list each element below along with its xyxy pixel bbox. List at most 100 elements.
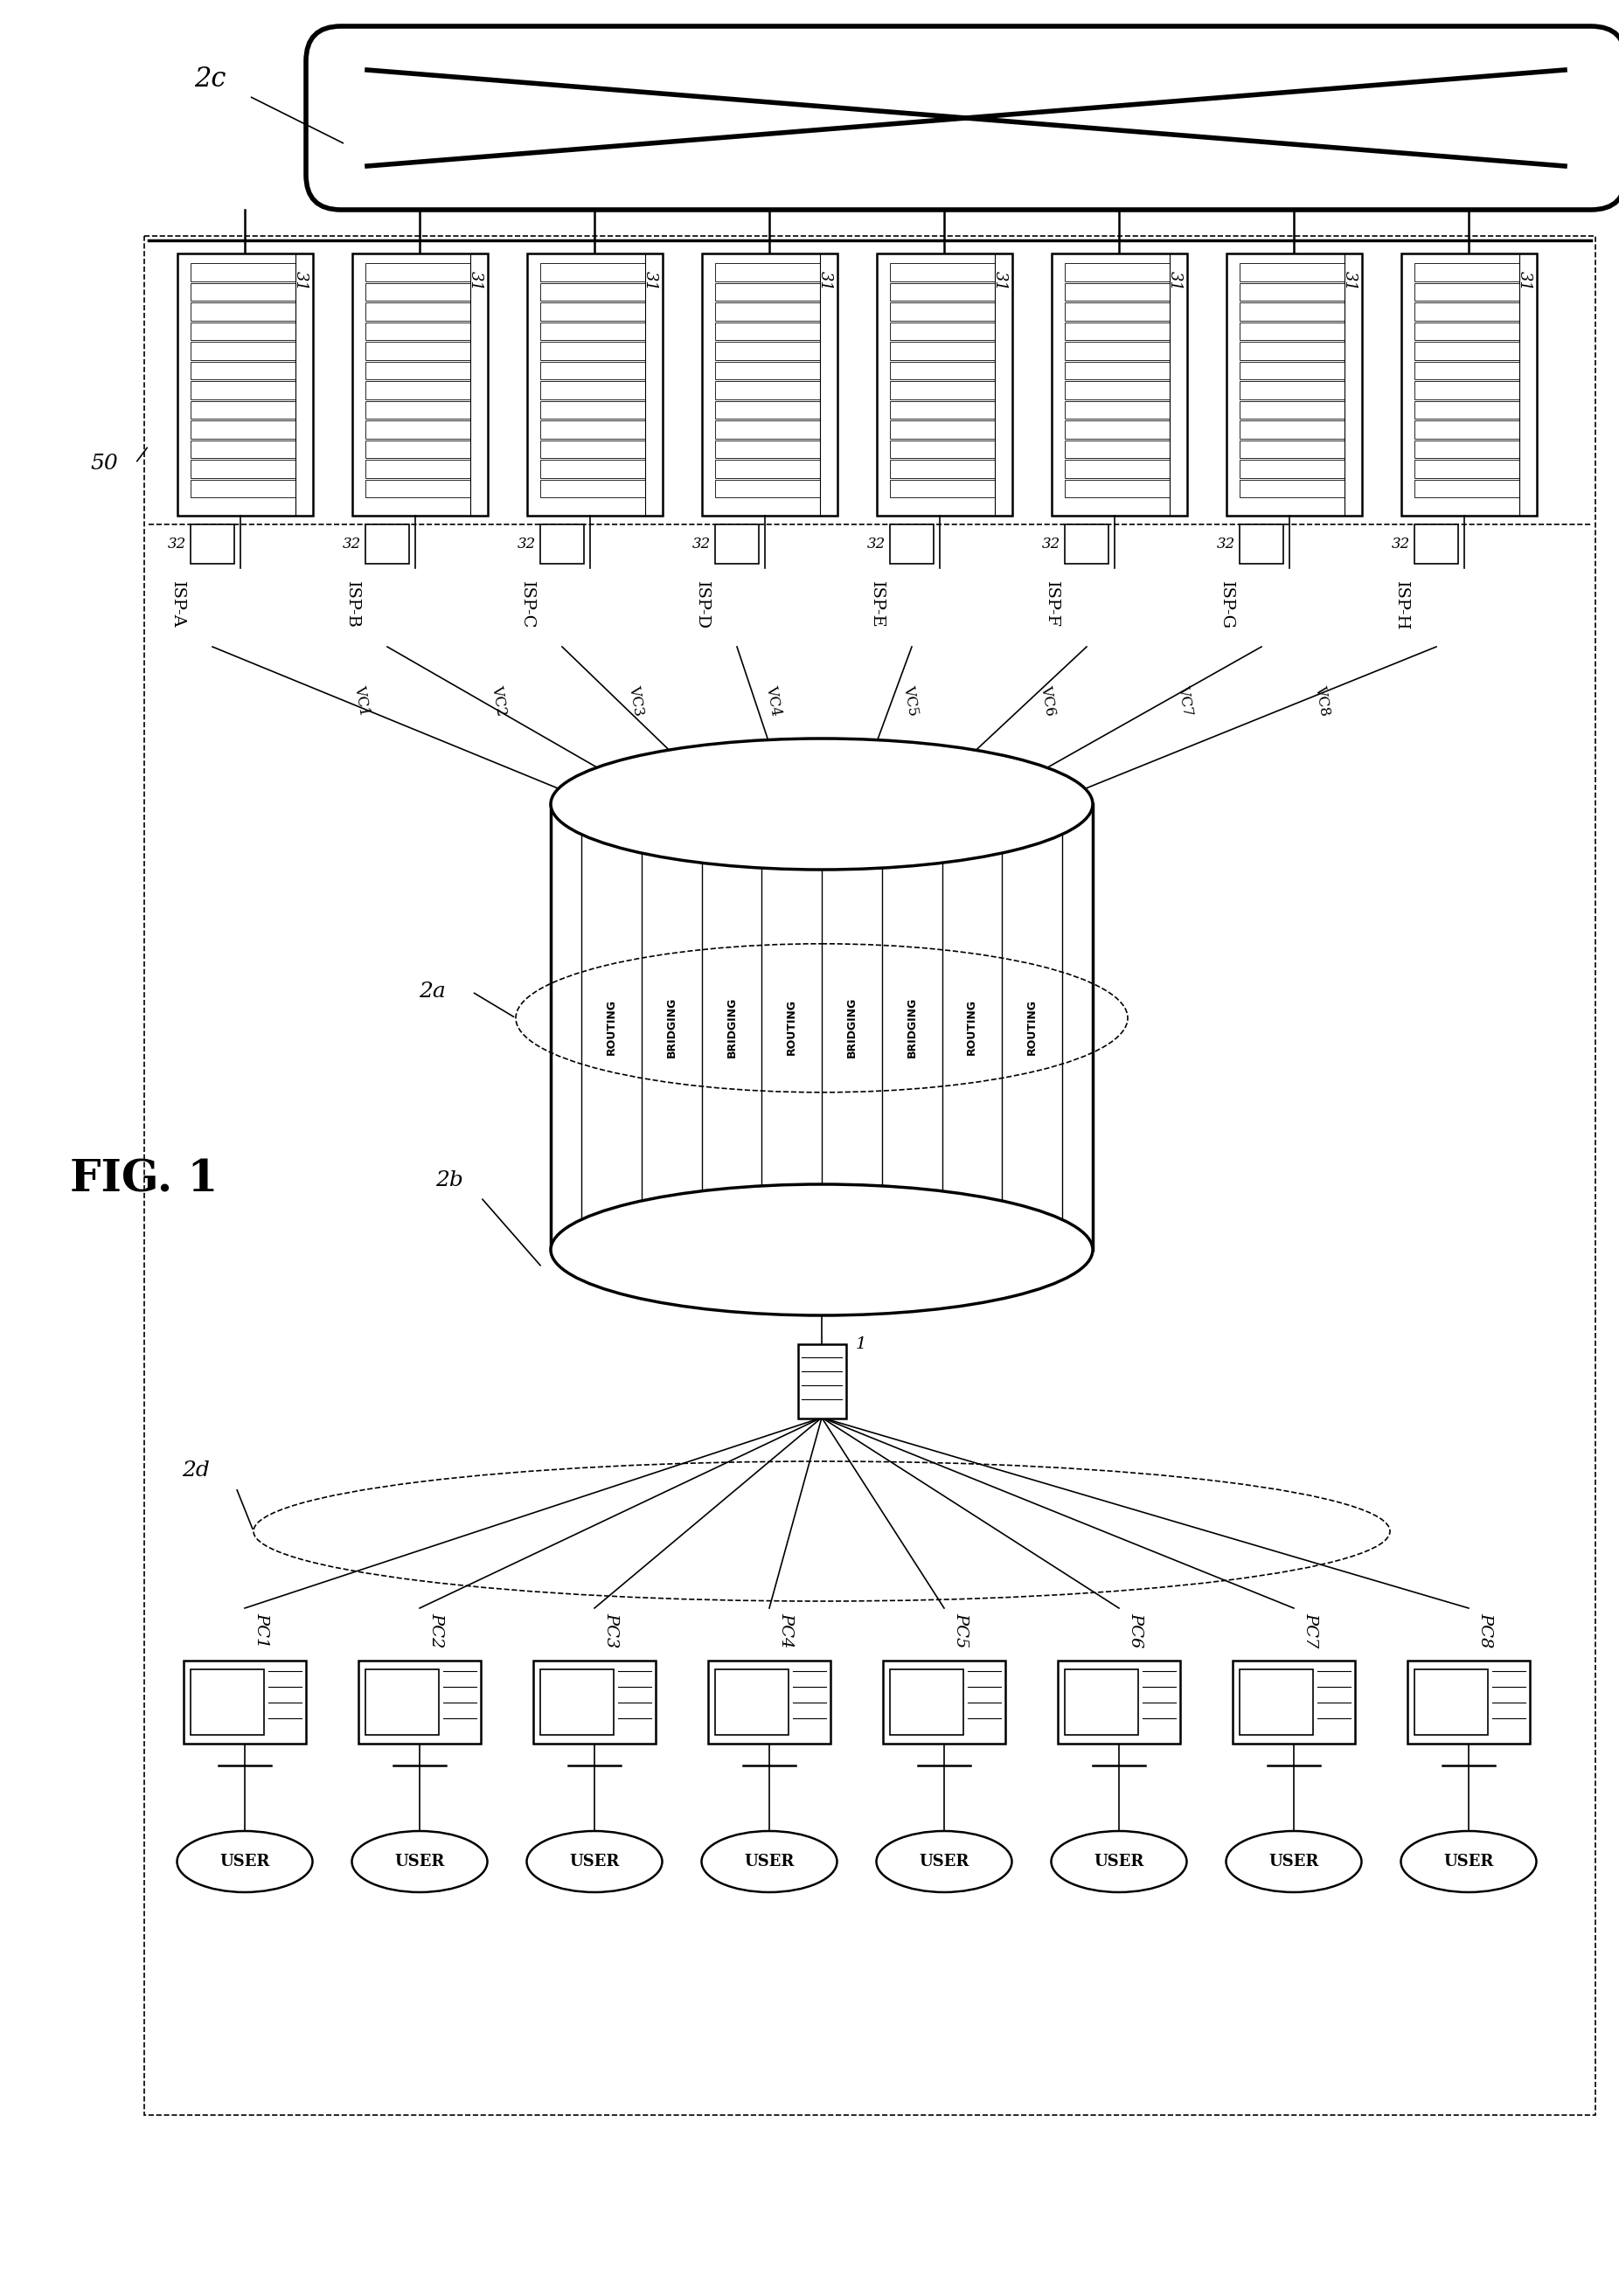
Bar <box>1415 360 1519 379</box>
Bar <box>191 342 296 360</box>
Bar <box>366 360 470 379</box>
Bar <box>541 420 644 439</box>
Text: 1: 1 <box>856 1336 866 1352</box>
Text: 31: 31 <box>1517 271 1533 292</box>
Bar <box>366 459 470 478</box>
Bar <box>890 282 994 301</box>
Text: 31: 31 <box>1167 271 1183 292</box>
Bar <box>178 253 312 517</box>
Bar <box>366 321 470 340</box>
Bar <box>366 523 410 565</box>
Text: PC1: PC1 <box>254 1612 269 1649</box>
Bar <box>541 480 644 498</box>
Bar <box>1415 420 1519 439</box>
Bar <box>890 1669 963 1736</box>
Bar <box>366 381 470 400</box>
Text: ROUTING: ROUTING <box>967 999 978 1054</box>
Bar <box>877 253 1012 517</box>
Text: BRIDGING: BRIDGING <box>907 996 918 1056</box>
Bar <box>1415 303 1519 321</box>
Text: VC3: VC3 <box>627 684 646 716</box>
Bar <box>1240 441 1344 457</box>
Bar <box>358 1660 481 1743</box>
Text: 32: 32 <box>518 537 536 551</box>
Bar <box>1065 1669 1138 1736</box>
Bar <box>366 441 470 457</box>
Bar <box>1065 381 1169 400</box>
Ellipse shape <box>550 739 1093 870</box>
Text: VC7: VC7 <box>1175 684 1195 716</box>
Bar <box>541 381 644 400</box>
Bar <box>1240 360 1344 379</box>
Text: ISP-G: ISP-G <box>1219 581 1234 629</box>
Bar <box>541 342 644 360</box>
Bar <box>1065 420 1169 439</box>
Bar <box>1065 441 1169 457</box>
Bar <box>1065 303 1169 321</box>
Bar <box>890 523 934 565</box>
Text: ISP-H: ISP-H <box>1394 581 1409 631</box>
Bar <box>890 381 994 400</box>
Bar <box>1240 303 1344 321</box>
Bar <box>366 480 470 498</box>
Bar <box>191 480 296 498</box>
Ellipse shape <box>1051 1830 1187 1892</box>
Bar <box>366 402 470 418</box>
Bar <box>1065 459 1169 478</box>
Bar <box>890 264 994 280</box>
Bar <box>1415 523 1459 565</box>
Text: ISP-C: ISP-C <box>520 581 534 629</box>
Bar <box>1240 342 1344 360</box>
Bar <box>191 402 296 418</box>
Text: 32: 32 <box>1216 537 1235 551</box>
Text: ROUTING: ROUTING <box>785 999 798 1054</box>
Bar <box>1227 253 1362 517</box>
Text: ISP-A: ISP-A <box>170 581 185 629</box>
Bar <box>191 321 296 340</box>
Bar <box>716 420 819 439</box>
Bar <box>1052 253 1187 517</box>
Text: PC7: PC7 <box>1303 1612 1318 1649</box>
Bar <box>541 360 644 379</box>
Ellipse shape <box>1400 1830 1536 1892</box>
Text: USER: USER <box>920 1853 970 1869</box>
Text: 32: 32 <box>343 537 361 551</box>
Bar <box>541 459 644 478</box>
Text: USER: USER <box>220 1853 270 1869</box>
Text: FIG. 1: FIG. 1 <box>70 1159 219 1201</box>
Bar <box>1240 1669 1313 1736</box>
Bar <box>703 253 837 517</box>
Bar <box>541 282 644 301</box>
Ellipse shape <box>1226 1830 1362 1892</box>
Text: VC4: VC4 <box>764 684 784 716</box>
Bar <box>1240 420 1344 439</box>
Bar <box>716 282 819 301</box>
Text: VC6: VC6 <box>1038 684 1059 716</box>
Bar <box>716 459 819 478</box>
FancyBboxPatch shape <box>306 25 1619 209</box>
Text: VC5: VC5 <box>900 684 921 716</box>
Bar <box>1415 1669 1488 1736</box>
Bar <box>1402 253 1536 517</box>
Text: 32: 32 <box>1041 537 1060 551</box>
Bar <box>716 264 819 280</box>
Bar <box>1240 381 1344 400</box>
Bar <box>533 1660 656 1743</box>
Bar <box>716 321 819 340</box>
Bar <box>716 342 819 360</box>
Bar <box>1065 264 1169 280</box>
Bar <box>716 402 819 418</box>
Bar <box>191 459 296 478</box>
Text: 50: 50 <box>91 452 118 473</box>
Text: 31: 31 <box>992 271 1009 292</box>
Bar <box>541 321 644 340</box>
Bar <box>353 253 487 517</box>
Bar <box>1065 360 1169 379</box>
Bar <box>890 321 994 340</box>
Bar <box>191 441 296 457</box>
Bar <box>708 1660 831 1743</box>
Bar <box>541 441 644 457</box>
Text: BRIDGING: BRIDGING <box>847 996 858 1056</box>
Bar <box>882 1660 1005 1743</box>
Text: ISP-D: ISP-D <box>695 581 709 629</box>
